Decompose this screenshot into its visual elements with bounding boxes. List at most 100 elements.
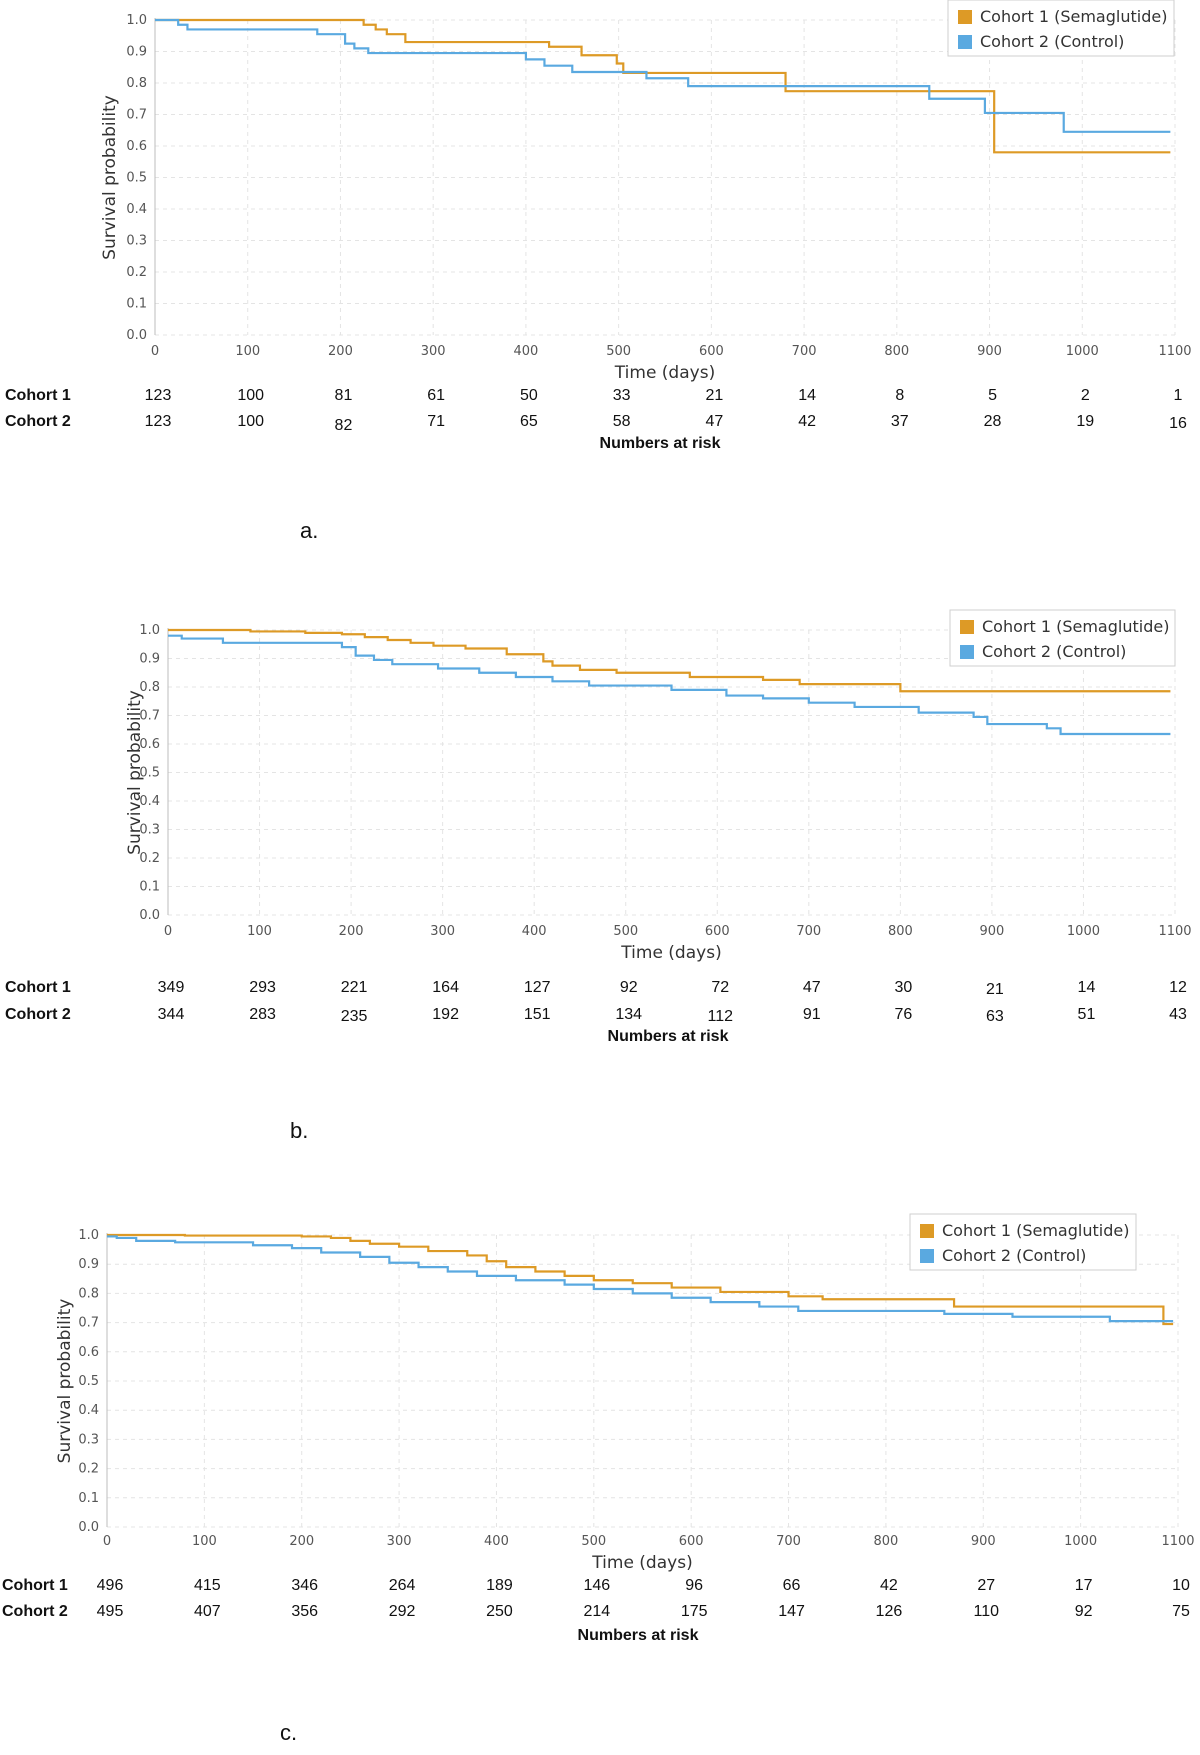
- x-tick-label: 700: [792, 344, 817, 359]
- risk-count: 16: [1169, 415, 1187, 432]
- legend-label: Cohort 2 (Control): [980, 32, 1124, 51]
- y-tick-label: 0.9: [126, 45, 147, 60]
- y-axis-title: Survival probability: [55, 1299, 75, 1464]
- risk-count: 92: [620, 979, 638, 996]
- x-tick-label: 400: [522, 924, 547, 939]
- km-chart-c: 0 100 200 300 400 500 600 700 800 900 1000 1100 0.0 0…: [2, 1213, 1195, 1644]
- x-tick-label: 900: [971, 1534, 996, 1549]
- risk-count: 495: [97, 1603, 124, 1620]
- risk-count: 346: [291, 1577, 318, 1594]
- risk-count: 146: [583, 1577, 610, 1594]
- risk-count: 75: [1172, 1603, 1190, 1620]
- risk-count: 21: [986, 981, 1004, 998]
- x-tick-label: 200: [289, 1534, 314, 1549]
- risk-count: 14: [798, 387, 816, 404]
- series-line-cohort-2: [155, 18, 1171, 133]
- x-tick-label: 900: [979, 924, 1004, 939]
- km-panel-b: 0 100 200 300 400 500 600 700 800 900 1000 1100 0.0 0…: [0, 590, 1200, 1170]
- legend-label: Cohort 1 (Semaglutide): [982, 617, 1169, 636]
- risk-count: 61: [427, 387, 445, 404]
- x-tick-label: 300: [387, 1534, 412, 1549]
- x-tick-label: 0: [103, 1534, 111, 1549]
- y-tick-label: 0.2: [139, 851, 160, 866]
- risk-count: 96: [685, 1577, 703, 1594]
- risk-count: 5: [988, 387, 997, 404]
- risk-count: 42: [880, 1577, 898, 1594]
- risk-count: 91: [803, 1006, 821, 1023]
- x-tick-label: 800: [884, 344, 909, 359]
- y-tick-label: 0.3: [78, 1432, 99, 1447]
- y-tick-label: 0.7: [78, 1316, 99, 1331]
- y-tick-label: 0.1: [78, 1491, 99, 1506]
- risk-count: 100: [237, 387, 264, 404]
- risk-row-label: Cohort 1: [5, 979, 71, 996]
- risk-count: 349: [158, 979, 185, 996]
- risk-row-label: Cohort 1: [5, 387, 71, 404]
- x-tick-label: 1000: [1064, 1534, 1097, 1549]
- risk-table-title: Numbers at risk: [608, 1028, 729, 1045]
- series-line-cohort-1: [107, 1233, 1174, 1326]
- x-tick-label: 700: [776, 1534, 801, 1549]
- y-tick-label: 0.1: [126, 297, 147, 312]
- y-tick-label: 1.0: [126, 13, 147, 28]
- x-tick-label: 1100: [1158, 344, 1191, 359]
- x-tick-label: 1000: [1066, 344, 1099, 359]
- risk-count: 21: [705, 387, 723, 404]
- risk-count: 356: [291, 1603, 318, 1620]
- y-tick-label: 0.4: [126, 202, 147, 217]
- x-tick-label: 200: [328, 344, 353, 359]
- km-panel-a: 0 100 200 300 400 500 600 700 800 900 1000 1100 0.0 0…: [0, 0, 1200, 560]
- y-tick-label: 0.9: [139, 652, 160, 667]
- panel-label-c: c.: [280, 1720, 298, 1745]
- y-tick-label: 0.2: [78, 1462, 99, 1477]
- risk-count: 43: [1169, 1006, 1187, 1023]
- x-axis-title: Time (days): [591, 1553, 692, 1573]
- y-tick-label: 0.6: [139, 737, 160, 752]
- y-tick-label: 0.4: [139, 794, 160, 809]
- x-tick-label: 800: [888, 924, 913, 939]
- risk-count: 72: [711, 979, 729, 996]
- x-tick-label: 400: [513, 344, 538, 359]
- risk-count: 63: [986, 1008, 1004, 1025]
- risk-count: 50: [520, 387, 538, 404]
- x-tick-label: 500: [581, 1534, 606, 1549]
- risk-count: 235: [341, 1008, 368, 1025]
- risk-count: 112: [708, 1008, 734, 1025]
- risk-count: 28: [984, 413, 1002, 430]
- risk-count: 110: [974, 1603, 1000, 1620]
- risk-count: 134: [615, 1006, 642, 1023]
- x-tick-label: 0: [164, 924, 172, 939]
- legend-swatch: [920, 1249, 934, 1263]
- risk-table-title: Numbers at risk: [600, 435, 721, 452]
- risk-count: 415: [194, 1577, 221, 1594]
- risk-count: 82: [335, 417, 353, 434]
- x-tick-label: 100: [235, 344, 260, 359]
- risk-count: 283: [249, 1006, 276, 1023]
- y-tick-label: 0.5: [126, 171, 147, 186]
- risk-count: 293: [249, 979, 276, 996]
- risk-count: 42: [798, 413, 816, 430]
- risk-count: 496: [97, 1577, 124, 1594]
- x-tick-label: 1100: [1158, 924, 1191, 939]
- y-tick-label: 0.4: [78, 1403, 99, 1418]
- risk-count: 33: [613, 387, 631, 404]
- legend-swatch: [958, 10, 972, 24]
- km-chart-a: 0 100 200 300 400 500 600 700 800 900 1000 11000.00…: [5, 0, 1192, 452]
- legend-swatch: [958, 35, 972, 49]
- legend-box: [947, 0, 1175, 57]
- panel-label-a: a.: [300, 518, 319, 543]
- y-tick-label: 0.0: [139, 908, 160, 923]
- risk-row-label: Cohort 2: [5, 413, 71, 430]
- risk-count: 17: [1075, 1577, 1093, 1594]
- x-tick-label: 500: [606, 344, 631, 359]
- km-panel-c: 0 100 200 300 400 500 600 700 800 900 1000 1100 0.0 0…: [0, 1200, 1200, 1755]
- series-line-cohort-2: [107, 1235, 1174, 1323]
- y-tick-label: 0.8: [126, 76, 147, 91]
- y-tick-label: 0.5: [139, 766, 160, 781]
- risk-count: 37: [891, 413, 909, 430]
- y-tick-label: 0.5: [78, 1374, 99, 1389]
- risk-count: 76: [894, 1006, 912, 1023]
- series-line-cohort-2: [168, 634, 1171, 736]
- y-tick-label: 1.0: [139, 623, 160, 638]
- risk-count: 51: [1078, 1006, 1096, 1023]
